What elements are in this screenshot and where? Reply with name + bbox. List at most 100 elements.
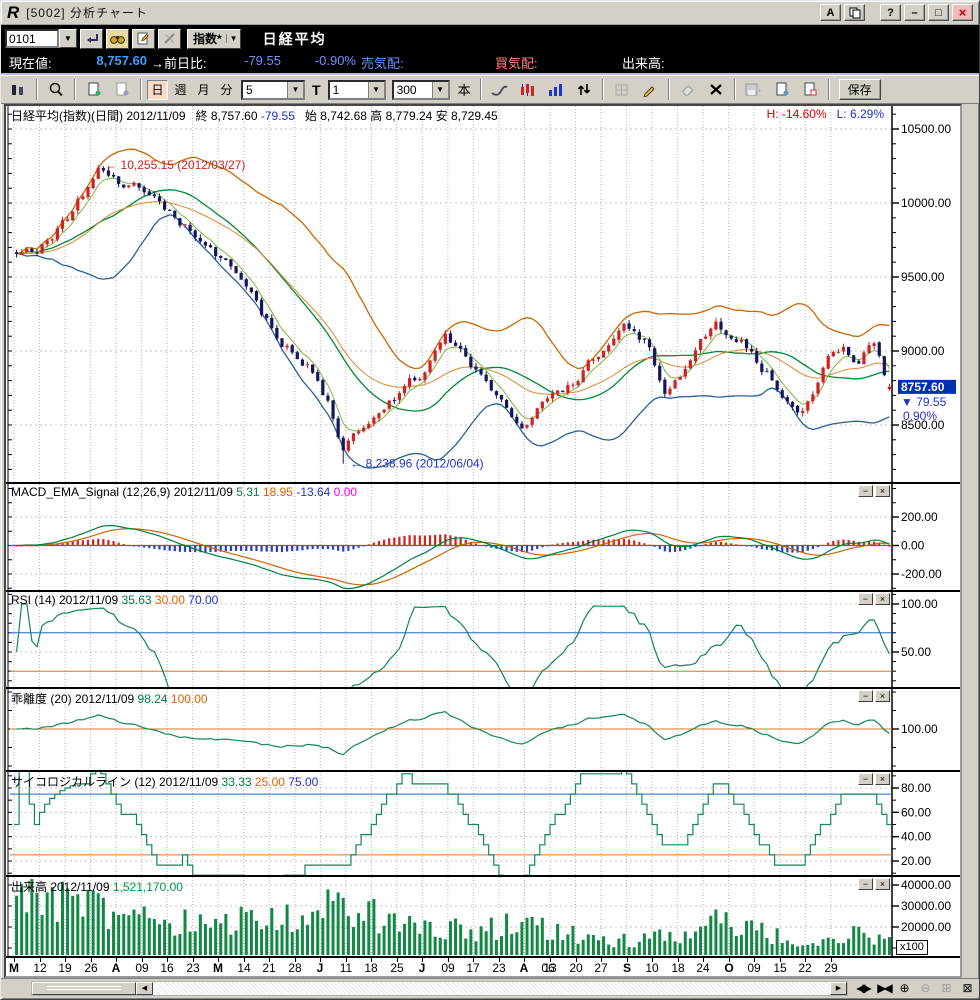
chart-text: 100.00 <box>901 597 938 611</box>
panel-minimize-button[interactable]: − <box>858 593 873 605</box>
x-axis-label: 14 <box>237 961 251 975</box>
volume-unit-box: x100 <box>896 940 928 955</box>
toolbar-separator <box>36 79 38 100</box>
enter-button[interactable] <box>80 28 103 49</box>
panel-close-button[interactable]: × <box>875 878 890 890</box>
symbol-code-input[interactable] <box>5 29 59 48</box>
volume-chart-canvas[interactable]: 40000.00 30000.00 20000.00 <box>6 877 960 956</box>
rsi-chart-canvas[interactable]: 100.00 50.00 <box>6 592 960 687</box>
category-dropdown[interactable]: 指数* ▼ <box>187 28 241 49</box>
layout-button[interactable] <box>5 78 31 101</box>
paste-chart-button[interactable] <box>109 78 135 101</box>
scrollbar-thumb[interactable] <box>32 981 136 995</box>
macd-chart-canvas[interactable]: 200.00 0.00 -200.00 <box>6 484 960 590</box>
panel-close-button[interactable]: × <box>875 773 890 785</box>
minimize-button[interactable]: – <box>904 4 925 21</box>
zoom-in-button[interactable]: ⊕ <box>896 981 913 995</box>
chart-text: 20000.00 <box>901 920 951 934</box>
period-month-button[interactable]: 月 <box>193 79 214 100</box>
x-axis-tick <box>40 958 41 962</box>
x-axis-labels: M 12 19 26 A 09 16 23 M 14 21 28 J 11 18 25 J 09 17 23 A 06 13… <box>6 956 960 976</box>
grid-small-button[interactable]: ⊞ <box>938 981 955 995</box>
memo-button[interactable] <box>132 28 155 49</box>
period-week-button[interactable]: 週 <box>170 79 191 100</box>
macd-panel[interactable]: 200.00 0.00 -200.00 MACD_EMA_Signal (12,26… <box>6 482 960 590</box>
toolbar-separator <box>733 79 736 100</box>
x-axis-tick <box>193 958 194 962</box>
chart-text: ← 8,238.96 (2012/06/04) <box>350 457 483 471</box>
kairi-chart-canvas[interactable]: 100.00 <box>6 689 960 770</box>
psychological-chart-canvas[interactable]: 80.00 60.00 40.00 20.00 <box>6 772 960 875</box>
psychological-panel[interactable]: 80.00 60.00 40.00 20.00 サイコロジカルライン (12) 201… <box>6 770 960 875</box>
zoom-out-button[interactable]: ⊖ <box>917 981 934 995</box>
panel-minimize-button[interactable]: − <box>858 878 873 890</box>
chart-text: 9000.00 <box>901 344 945 358</box>
draw-tool-button[interactable] <box>636 78 663 101</box>
period-minute-button[interactable]: 分 <box>216 79 237 100</box>
brush-icon <box>164 33 175 44</box>
help-button[interactable]: ? <box>880 4 901 21</box>
current-price-value: 8,757.60 <box>96 53 147 68</box>
compare-dropdown[interactable]: 1 ▼ <box>327 79 386 100</box>
save-image-button[interactable] <box>740 78 767 101</box>
memo-icon <box>137 32 149 45</box>
print-button[interactable] <box>796 78 823 101</box>
chart-text: ← 10,255.15 (2012/03/27) <box>105 158 245 172</box>
line-chart-button[interactable] <box>486 78 513 101</box>
bars-count-dropdown[interactable]: 300 ▼ <box>391 79 450 100</box>
x-axis-label: 12 <box>33 961 47 975</box>
copy-chart-button[interactable] <box>81 78 107 101</box>
symbol-dropdown-button[interactable]: ▼ <box>59 29 77 48</box>
symbol-code-box: ▼ <box>5 29 77 48</box>
maximize-button[interactable]: □ <box>928 4 949 21</box>
quote-values-row: 現在値: 8,757.60 →前日比: -79.55 -0.90% 売気配: 買… <box>5 50 975 72</box>
copy-button[interactable] <box>844 4 865 21</box>
period-day-button[interactable]: 日 <box>147 79 168 100</box>
grid-toggle-button[interactable] <box>608 78 635 101</box>
panel-close-button[interactable]: × <box>875 593 890 605</box>
panel-close-button[interactable]: × <box>875 690 890 702</box>
close-button[interactable]: × <box>952 4 973 21</box>
titlebar[interactable]: R [5002] 分析チャート A ? – □ × <box>1 1 979 25</box>
horizontal-scrollbar[interactable]: ◀ ▶ <box>31 980 848 996</box>
titlebar-buttons: A ? – □ × <box>820 4 973 21</box>
bar-chart-button[interactable] <box>542 78 569 101</box>
panel-controls: − × <box>858 485 890 497</box>
expand-bars-button[interactable]: ◀▶ <box>854 981 871 995</box>
candle-chart-button[interactable] <box>514 78 541 101</box>
toolbar-separator <box>74 79 76 100</box>
rsi-panel[interactable]: 100.00 50.00 RSI (14) 2012/11/09 35.63 30… <box>6 590 960 687</box>
panel-minimize-button[interactable]: − <box>858 773 873 785</box>
x-axis-tick <box>678 958 679 962</box>
x-axis-tick <box>295 958 296 962</box>
eraser-button[interactable] <box>674 78 701 101</box>
x-axis-label: 22 <box>798 961 812 975</box>
scroll-left-button[interactable]: ◀ <box>136 981 153 995</box>
price-panel[interactable]: 10500.00 10000.00 9500.00 9000.00 8500.00 ← 1… <box>6 106 960 482</box>
chart-zoom-controls: ◀▶ ▶◀ ⊕ ⊖ ⊞ ⊠ <box>854 981 976 995</box>
volume-panel[interactable]: 40000.00 30000.00 20000.00 出来高 2012/11/09 … <box>6 875 960 956</box>
panel-minimize-button[interactable]: − <box>858 690 873 702</box>
draw-button[interactable] <box>158 28 181 49</box>
kairi-panel[interactable]: 100.00 乖離度 (20) 2012/11/09 98.24 100.00 … <box>6 687 960 770</box>
interval-dropdown[interactable]: 5 ▼ <box>241 79 305 100</box>
delete-drawings-button[interactable] <box>702 78 729 101</box>
change-value: -79.55 <box>244 53 281 68</box>
price-chart-canvas[interactable]: 10500.00 10000.00 9500.00 9000.00 8500.00 ← 1… <box>6 106 960 482</box>
x-axis-tick <box>91 958 92 962</box>
save-button[interactable]: 保存 <box>838 79 881 100</box>
collapse-bars-button[interactable]: ▶◀ <box>875 981 892 995</box>
security-name: 日経平均 <box>262 30 327 47</box>
search-button[interactable] <box>106 28 129 49</box>
zoom-mode-button[interactable] <box>43 78 69 101</box>
up-down-arrows-icon <box>577 84 590 95</box>
scroll-right-button[interactable]: ▶ <box>830 981 847 995</box>
x-axis-label: A <box>111 961 121 975</box>
panel-close-button[interactable]: × <box>875 485 890 497</box>
font-button[interactable]: A <box>820 4 841 21</box>
sort-arrows-button[interactable] <box>570 78 597 101</box>
close-small-button[interactable]: ⊠ <box>959 981 976 995</box>
page-settings-button[interactable] <box>768 78 795 101</box>
chart-text: ▼ 79.55 <box>901 395 947 409</box>
panel-minimize-button[interactable]: − <box>858 485 873 497</box>
